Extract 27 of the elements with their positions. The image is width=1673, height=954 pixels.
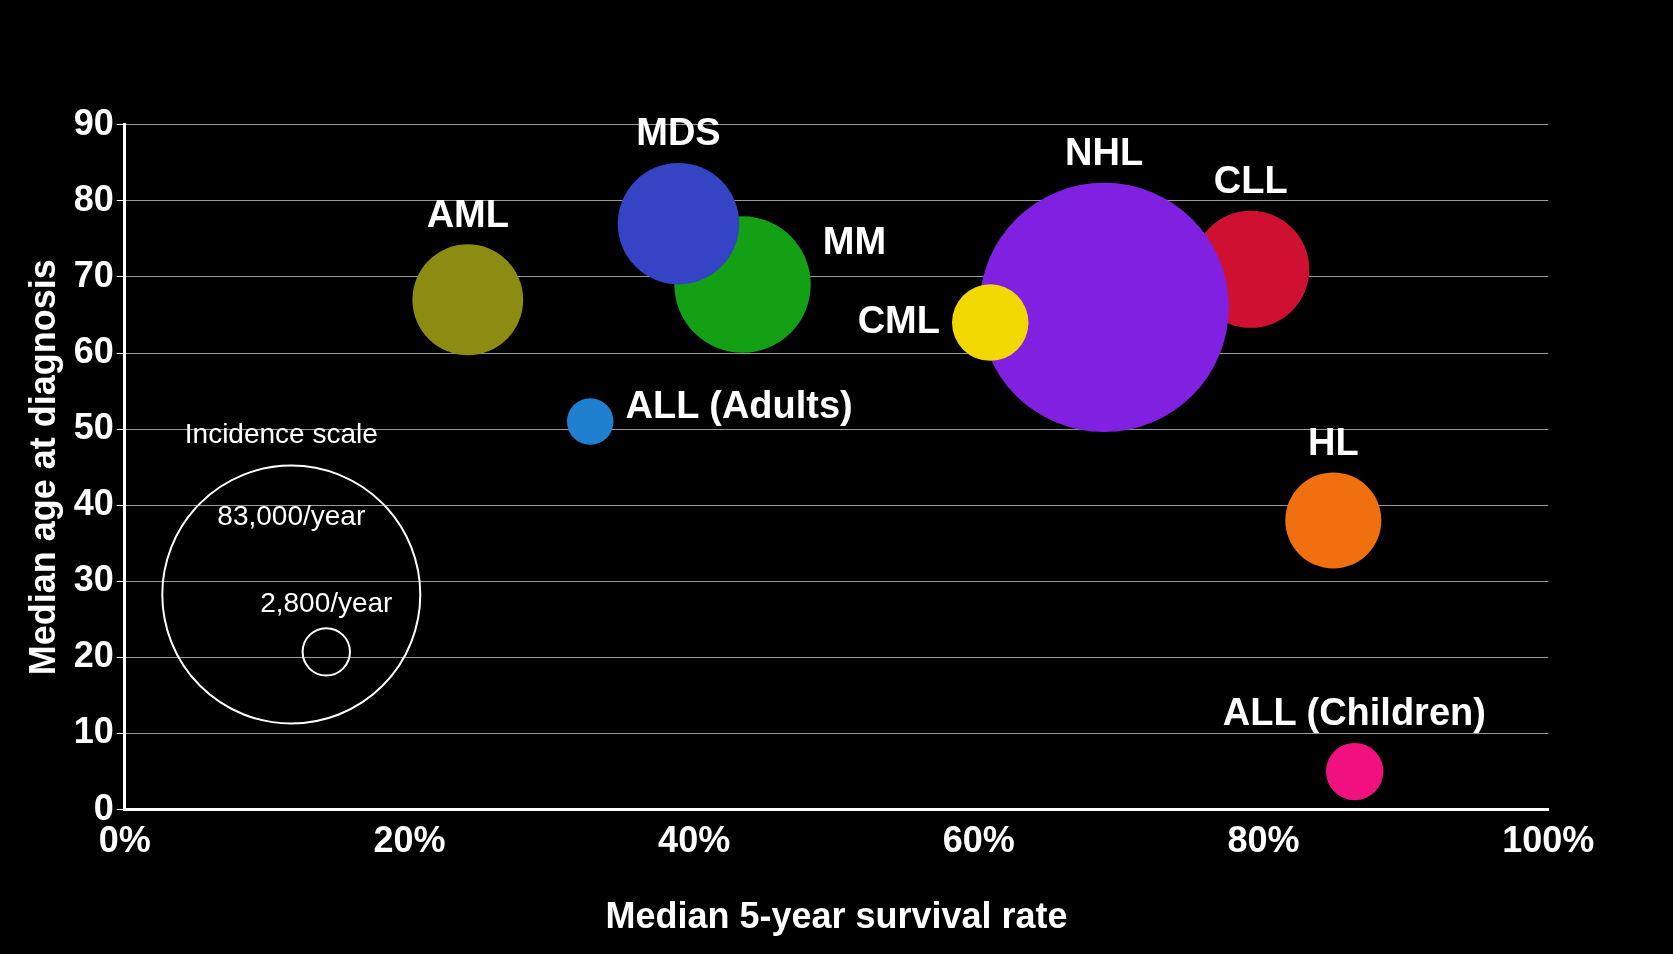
y-axis-title: Median age at diagnosis [22,259,64,676]
y-tick-label: 10 [73,710,114,752]
y-tick-label: 80 [73,177,114,219]
y-tick-label: 70 [73,253,114,295]
x-tick-label: 80% [1227,819,1300,861]
legend-label: 83,000/year [217,499,366,531]
series-label: CLL [1213,159,1288,202]
y-tick-label: 90 [73,101,114,143]
series-label: AML [426,192,509,235]
x-axis-title: Median 5-year survival rate [605,895,1068,937]
series-label: NHL [1065,131,1144,174]
x-tick-label: 40% [658,819,731,861]
x-tick-label: 100% [1502,819,1595,861]
x-tick-label: 0% [98,819,151,861]
x-tick-label: 60% [942,819,1015,861]
y-tick-label: 60 [73,329,114,371]
legend-label: 2,800/year [260,586,393,618]
series-label: HL [1307,420,1359,463]
y-tick-label: 40 [73,482,114,524]
y-tick-label: 20 [73,634,114,676]
y-tick-label: 50 [73,406,114,448]
series-label: ALL (Adults) [625,384,853,427]
x-tick-label: 20% [373,819,446,861]
series-label: ALL (Children) [1222,691,1486,734]
y-tick-label: 30 [73,558,114,600]
series-label: MM [822,220,887,263]
series-label: CML [857,299,940,342]
